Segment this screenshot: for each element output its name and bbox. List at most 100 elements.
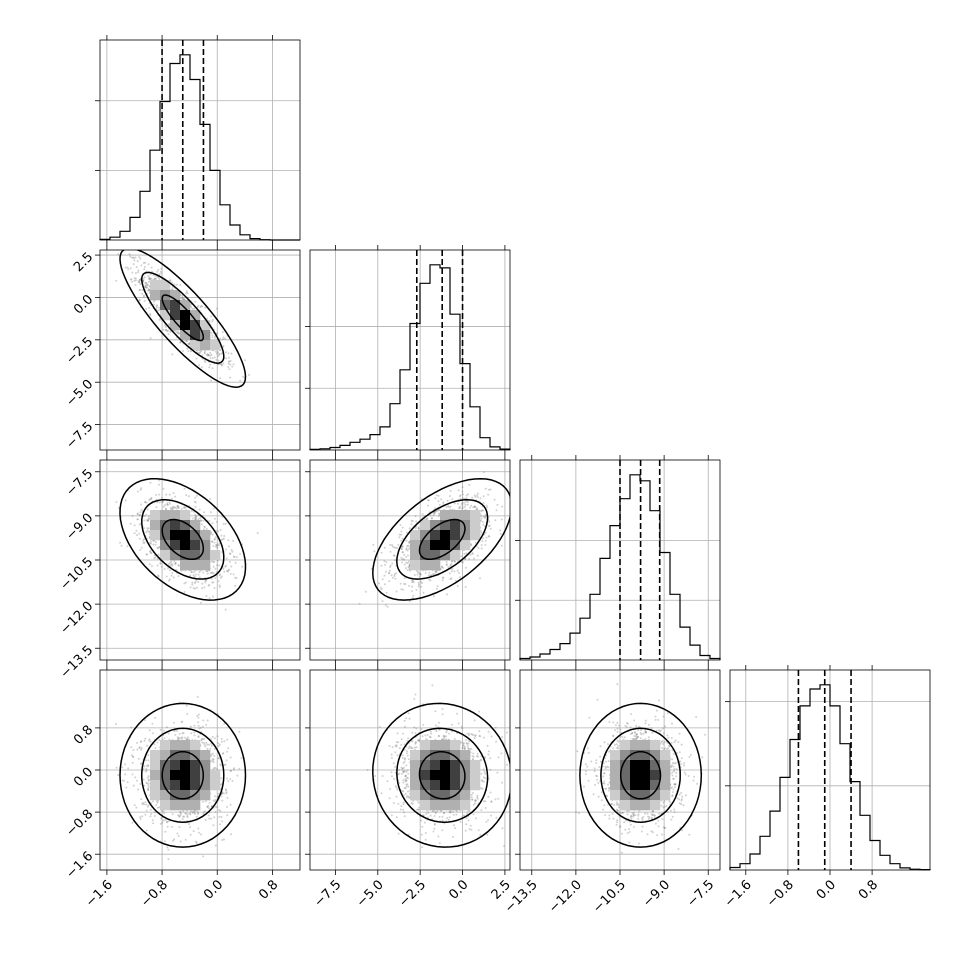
scatter-point [147,519,150,522]
scatter-point [169,506,172,509]
scatter-point [198,727,201,730]
scatter-point [201,725,204,728]
scatter-point [474,799,477,802]
scatter-point [432,810,435,813]
scatter-point [212,581,215,584]
scatter-point [434,710,437,713]
scatter-point [420,573,422,576]
scatter-point [133,259,136,262]
scatter-point [189,586,192,589]
density-cell [460,800,471,811]
scatter-point [193,724,196,727]
scatter-point [637,813,640,816]
scatter-point [155,277,158,280]
scatter-point [159,822,162,825]
scatter-point [678,793,681,796]
scatter-point [434,497,437,500]
scatter-point [481,509,483,512]
scatter-point [225,791,228,794]
scatter-point [185,292,188,295]
scatter-point [395,744,398,747]
scatter-point [669,809,672,812]
scatter-point [143,784,146,787]
scatter-point [136,534,138,537]
scatter-point [651,731,654,734]
scatter-point [474,735,477,738]
x-tick-label: 0.8 [856,877,881,902]
scatter-point [203,742,206,745]
scatter-point [225,759,228,762]
scatter-point [222,336,225,339]
scatter-point [151,722,154,725]
scatter-point [458,507,460,510]
scatter-point [217,742,220,745]
scatter-point [434,571,437,574]
scatter-point [400,539,403,542]
scatter-point [430,732,433,735]
scatter-point [405,779,408,782]
scatter-point [393,554,396,557]
scatter-point [128,253,131,256]
scatter-point [414,742,417,745]
scatter-point [411,597,414,599]
scatter-point [408,796,410,799]
scatter-point [216,544,219,547]
scatter-point [230,565,233,568]
scatter-point [467,742,470,745]
density-cell [450,510,461,521]
scatter-point [480,517,483,520]
scatter-point [130,256,133,259]
scatter-point [660,729,662,732]
scatter-point [402,781,405,784]
scatter-point [145,769,148,772]
scatter-point [408,600,411,603]
scatter-point [612,721,615,724]
scatter-point [145,284,148,286]
density-cell [420,520,431,531]
scatter-point [159,562,162,565]
scatter-point [668,744,671,747]
scatter-point [184,506,187,509]
scatter-point [411,731,414,734]
density-cell [430,520,441,531]
scatter-point [197,713,200,716]
scatter-point [403,719,406,722]
scatter-point [217,530,220,533]
scatter-point [632,813,635,816]
scatter-point [429,514,432,517]
scatter-point [395,795,398,798]
scatter-point [480,779,483,782]
scatter-point [185,494,188,497]
scatter-point [136,513,139,516]
scatter-point [225,357,228,360]
density-cell [430,770,441,781]
scatter-point [617,744,620,747]
scatter-point [177,575,180,578]
scatter-point [597,795,600,798]
scatter-point [654,822,657,825]
scatter-point [147,779,150,782]
scatter-point [673,762,676,765]
scatter-point [472,734,475,737]
scatter-point [145,286,148,289]
scatter-point [210,315,213,318]
scatter-point [468,558,471,560]
scatter-point [678,802,681,805]
scatter-point [456,569,459,572]
scatter-point [228,552,231,555]
scatter-point [617,806,620,809]
scatter-point [493,498,496,501]
scatter-point [442,503,445,505]
scatter-point [500,752,503,755]
scatter-point [416,808,419,811]
scatter-point [244,359,246,362]
density-cell [440,750,451,761]
density-panel-2 [95,455,301,665]
density-cell [470,780,481,791]
density-cell [150,290,161,301]
scatter-point [629,816,632,819]
scatter-point [404,792,407,795]
scatter-point [577,812,580,815]
scatter-point [406,754,409,757]
scatter-point [231,780,234,782]
